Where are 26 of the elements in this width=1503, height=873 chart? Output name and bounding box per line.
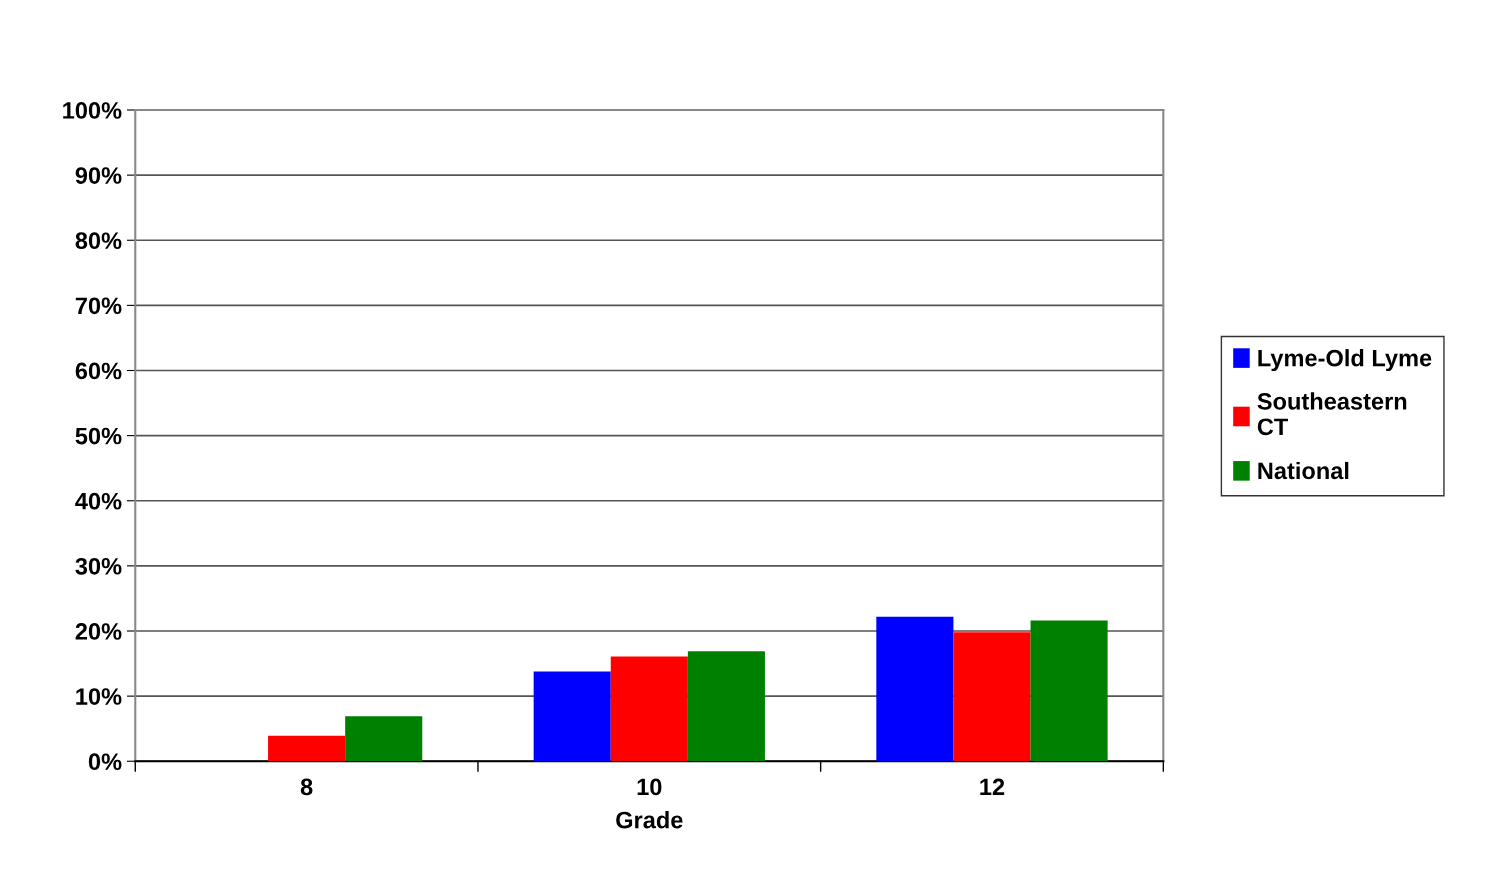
- y-tick-label: 70%: [75, 297, 122, 315]
- bar: [610, 656, 688, 762]
- y-tick-label: 80%: [75, 232, 122, 250]
- legend-label: Southeastern CT: [1257, 392, 1407, 436]
- y-tick-label: 40%: [75, 492, 122, 510]
- x-tick-label: 10: [637, 778, 662, 796]
- y-tick-label: 10%: [76, 688, 122, 705]
- bar: [268, 735, 346, 762]
- bar: [345, 716, 423, 762]
- bar: [533, 671, 611, 762]
- legend-label: National: [1258, 461, 1349, 480]
- y-tick-label: 60%: [75, 362, 122, 380]
- y-tick-label: 0%: [88, 753, 122, 771]
- bar: [953, 632, 1031, 762]
- y-tick-label: 20%: [75, 623, 122, 640]
- y-tick-label: 50%: [75, 427, 122, 445]
- x-axis-title: Grade: [616, 811, 683, 829]
- y-tick-label: 30%: [75, 557, 122, 575]
- bar: [687, 651, 765, 762]
- bar: [1030, 620, 1108, 762]
- legend-label: Lyme-Old Lyme: [1258, 349, 1432, 372]
- y-tick-label: 90%: [75, 167, 122, 184]
- bar: [876, 616, 954, 762]
- x-tick-label: 12: [980, 778, 1005, 796]
- y-tick-label: 100%: [63, 102, 122, 119]
- x-tick-label: 8: [300, 778, 313, 796]
